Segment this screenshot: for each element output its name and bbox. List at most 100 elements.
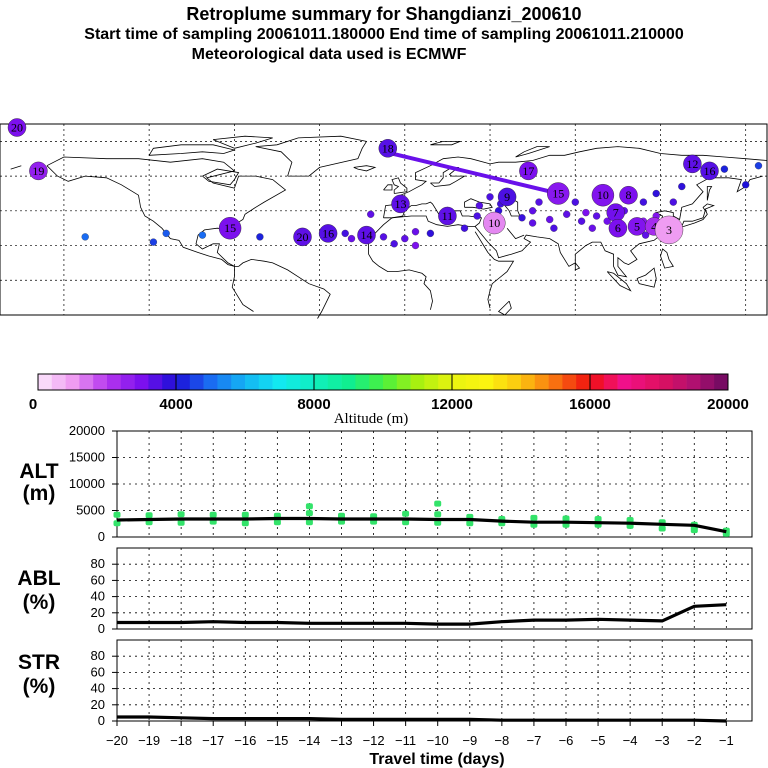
- altitude-sample-point: [562, 515, 570, 522]
- colorbar-cell: [355, 374, 370, 390]
- panel-frame: [116, 547, 753, 630]
- altitude-sample-point: [177, 511, 185, 518]
- plume-cluster: [293, 227, 312, 247]
- x-tick-label: −18: [170, 733, 192, 748]
- plume-particle-dot: [742, 181, 750, 189]
- x-tick-label: −3: [655, 733, 670, 748]
- cluster-day-label: 20: [11, 121, 23, 135]
- cluster-day-label: 8: [626, 188, 632, 202]
- coastline: [515, 146, 550, 158]
- plume-cluster: [497, 187, 517, 207]
- cluster-day-label: 14: [361, 228, 373, 242]
- colorbar-cell: [176, 374, 191, 390]
- plume-particle-dot: [81, 233, 89, 241]
- cluster-day-label: 13: [395, 197, 407, 211]
- plume-particle-dot: [528, 207, 537, 215]
- colorbar-cell: [203, 374, 218, 390]
- panel-label: STR: [18, 651, 60, 674]
- colorbar-label: Altitude (m): [334, 411, 409, 427]
- coastline: [430, 141, 461, 146]
- colorbar-cell: [38, 374, 53, 390]
- cluster-day-label: 18: [382, 141, 394, 155]
- cluster-day-label: 15: [224, 221, 236, 235]
- colorbar-cell: [493, 374, 508, 390]
- cluster-day-label: 4: [651, 219, 657, 233]
- altitude-sample-point: [241, 511, 249, 518]
- altitude-sample-point: [466, 520, 474, 527]
- plume-particle-dot: [577, 217, 586, 225]
- plume-tracks: [390, 151, 561, 196]
- x-tick-label: −2: [687, 733, 702, 748]
- colorbar-cell: [576, 374, 591, 390]
- plume-particle-dot: [162, 229, 170, 238]
- plume-cluster: [483, 211, 506, 235]
- plume-particle-dot: [347, 234, 356, 243]
- plume-particle-dot: [486, 193, 494, 201]
- colorbar-cell: [286, 374, 301, 390]
- y-tick-label: 0: [98, 529, 105, 544]
- colorbar-cell: [521, 374, 536, 390]
- plume-particle-dot: [639, 198, 648, 206]
- cluster-day-label: 16: [322, 226, 334, 240]
- plume-cluster: [519, 161, 538, 181]
- coastline: [474, 231, 515, 309]
- altitude-sample-point: [305, 503, 313, 510]
- altitude-sample-point: [658, 525, 666, 532]
- y-tick-label: 0: [98, 713, 105, 728]
- cluster-day-label: 6: [615, 221, 621, 235]
- y-tick-label: 15000: [69, 450, 105, 465]
- cluster-day-label: 11: [442, 209, 454, 223]
- sampling-period: Start time of sampling 20061011.180000 E…: [84, 26, 684, 43]
- altitude-sample-point: [177, 519, 185, 526]
- cluster-day-label: 5: [634, 219, 640, 233]
- plume-particle-dot: [411, 241, 420, 250]
- y-tick-label: 60: [91, 572, 105, 587]
- x-tick-label: −8: [494, 733, 509, 748]
- altitude-sample-point: [434, 519, 442, 526]
- colorbar-cell: [93, 374, 108, 390]
- colorbar-ticks: 0 4000 8000 12000 16000 20000: [29, 374, 749, 413]
- colorbar-cell: [231, 374, 246, 390]
- y-tick-label: 20000: [69, 423, 105, 438]
- altitude-sample-point: [241, 520, 249, 527]
- coastline: [506, 227, 525, 240]
- panel-unit: (%): [23, 675, 56, 698]
- x-tick-label: −16: [234, 733, 256, 748]
- x-tick-label: −14: [298, 733, 320, 748]
- x-tick-label: −9: [462, 733, 477, 748]
- plume-cluster: [378, 139, 397, 158]
- cluster-day-label: 7: [613, 206, 619, 220]
- panel-frame: [116, 639, 753, 722]
- colorbar-cell: [686, 374, 701, 390]
- plume-particle-dot: [603, 217, 611, 225]
- plume-particle-dot: [588, 224, 596, 232]
- plume-cluster: [357, 225, 376, 245]
- coastline: [430, 167, 466, 187]
- cluster-day-label: 20: [297, 230, 309, 244]
- colorbar-cell: [645, 374, 660, 390]
- altitude-colorbar: 0 4000 8000 12000 16000 20000 Altitude (m): [29, 373, 749, 427]
- mean-line: [117, 603, 727, 626]
- plume-cluster: [608, 218, 628, 238]
- panel-unit: (%): [23, 591, 56, 614]
- x-tick-label: −5: [591, 733, 606, 748]
- colorbar-cell: [562, 374, 577, 390]
- altitude-sample-point: [626, 517, 634, 523]
- plume-particle-dot: [669, 198, 677, 206]
- y-tick-label: 60: [91, 664, 105, 679]
- plume-particle-dot: [256, 233, 264, 241]
- colorbar-tick-label: 8000: [297, 396, 330, 413]
- altitude-sample-point: [273, 519, 281, 526]
- plume-particle-dot: [678, 182, 686, 191]
- y-tick-label: 5000: [76, 503, 105, 518]
- altitude-sample-point: [402, 510, 410, 517]
- plume-cluster: [29, 161, 48, 181]
- altitude-sample-point: [305, 519, 313, 526]
- x-tick-label: −1: [719, 733, 734, 748]
- colorbar-cell: [507, 374, 522, 390]
- colorbar-cell: [659, 374, 674, 390]
- y-tick-label: 40: [91, 589, 105, 604]
- plume-cluster: [438, 206, 457, 226]
